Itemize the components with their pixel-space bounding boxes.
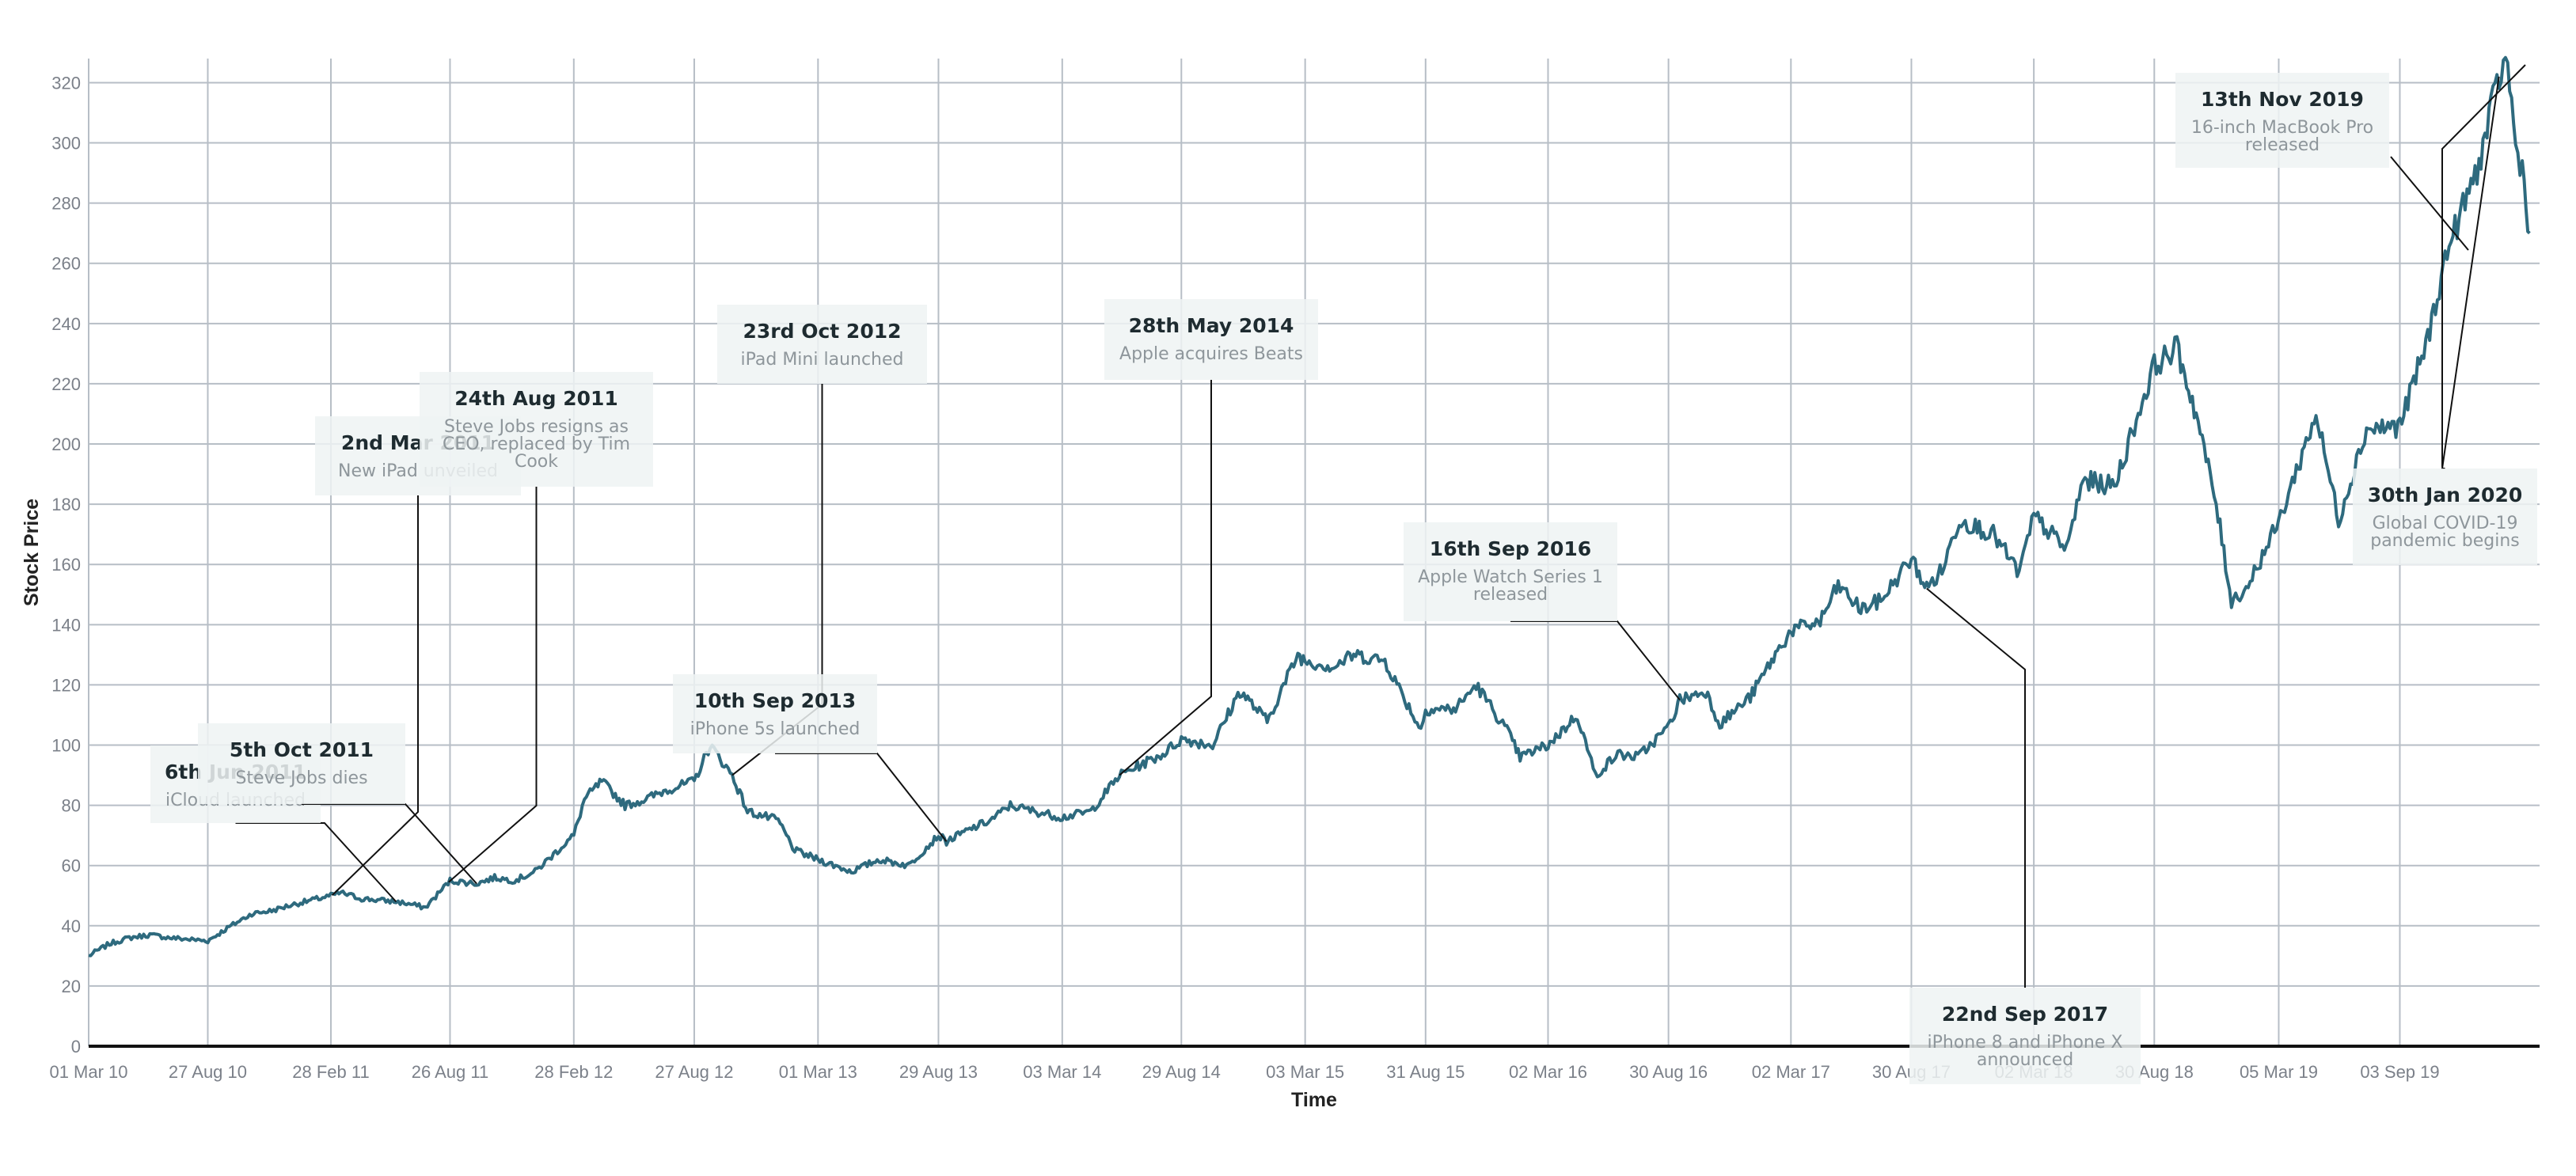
annotation-box <box>198 723 405 804</box>
annotation-2014-05-28: 28th May 2014 Apple acquires Beats <box>1104 299 1318 776</box>
annotation-label: Cook <box>515 452 558 472</box>
x-tick-label: 28 Feb 11 <box>292 1062 369 1082</box>
annotation-label: CEO, replaced by Tim <box>443 434 630 454</box>
x-tick-label: 29 Aug 13 <box>899 1062 978 1082</box>
x-tick-label: 27 Aug 12 <box>655 1062 733 1082</box>
y-tick-label: 200 <box>51 434 81 454</box>
annotation-connector <box>2441 76 2500 469</box>
annotation-connector <box>2390 64 2526 467</box>
x-tick-label: 05 Mar 19 <box>2240 1062 2318 1082</box>
annotation-2013-09-10: 10th Sep 2013 iPhone 5s launched <box>673 674 948 842</box>
annotation-connector <box>331 495 419 896</box>
annotation-title: 10th Sep 2013 <box>694 689 856 712</box>
y-tick-label: 280 <box>51 194 81 214</box>
y-axis-title: Stock Price <box>21 499 43 606</box>
annotation-label: Apple acquires Beats <box>1119 344 1303 364</box>
y-tick-label: 20 <box>62 977 81 996</box>
x-tick-label: 01 Mar 13 <box>779 1062 857 1082</box>
annotation-label: iPad Mini launched <box>741 350 904 370</box>
annotation-title: 28th May 2014 <box>1129 314 1294 337</box>
y-gridlines <box>89 82 2540 987</box>
y-tick-label: 60 <box>62 856 81 876</box>
annotation-connector <box>1119 380 1212 776</box>
y-tick-label: 100 <box>51 736 81 756</box>
x-tick-label: 03 Sep 19 <box>2360 1062 2439 1082</box>
annotation-connector <box>448 487 538 883</box>
annotation-box <box>717 305 927 384</box>
y-tick-label: 120 <box>51 675 81 695</box>
annotation-title: 13th Nov 2019 <box>2201 88 2364 111</box>
annotation-label: 16-inch MacBook Pro <box>2191 118 2373 138</box>
annotation-box <box>673 674 877 753</box>
y-tick-labels: 0 20 40 60 80 100 120 140 160 180 200 220 240 260 280 3… <box>51 73 81 1057</box>
y-tick-label: 260 <box>51 254 81 274</box>
annotation-label: iPhone 8 and iPhone X <box>1928 1033 2123 1053</box>
annotation-title: 24th Aug 2011 <box>454 387 618 410</box>
x-tick-label: 31 Aug 15 <box>1386 1062 1465 1082</box>
annotation-connector <box>775 753 948 842</box>
annotation-title: 16th Sep 2016 <box>1430 537 1591 560</box>
y-tick-label: 240 <box>51 314 81 334</box>
x-tick-label: 03 Mar 14 <box>1023 1062 1101 1082</box>
annotation-label: released <box>2245 135 2320 155</box>
annotation-box <box>2175 73 2389 168</box>
annotation-box <box>1909 988 2141 1084</box>
annotation-label: announced <box>1977 1050 2073 1070</box>
annotation-box <box>2353 469 2537 565</box>
y-tick-label: 180 <box>51 495 81 514</box>
x-axis-title: Time <box>1291 1089 1337 1111</box>
y-tick-label: 0 <box>71 1037 81 1057</box>
event-annotations: 6th Jun 2011iCloud launched5th Oct 2011S… <box>150 64 2537 1084</box>
annotation-box <box>1104 299 1318 380</box>
y-tick-label: 220 <box>51 374 81 394</box>
x-tick-label: 26 Aug 11 <box>412 1062 488 1082</box>
x-tick-label: 28 Feb 12 <box>534 1062 613 1082</box>
annotation-2016-09-16: 16th Sep 2016 Apple Watch Series 1release… <box>1404 522 1681 701</box>
annotation-label: iPhone 5s launched <box>690 719 861 739</box>
x-tick-label: 29 Aug 14 <box>1142 1062 1221 1082</box>
y-tick-label: 320 <box>51 73 81 93</box>
y-tick-label: 160 <box>51 555 81 575</box>
annotation-label: Steve Jobs resigns as <box>444 417 629 437</box>
annotation-label: Steve Jobs dies <box>235 768 367 788</box>
x-gridlines <box>88 59 2401 1046</box>
x-tick-label: 02 Mar 17 <box>1752 1062 1830 1082</box>
x-tick-label: 30 Aug 16 <box>1629 1062 1708 1082</box>
annotation-title: 23rd Oct 2012 <box>743 320 901 343</box>
annotation-connector <box>1926 587 2026 988</box>
y-tick-label: 80 <box>62 796 81 816</box>
annotation-title: 5th Oct 2011 <box>230 738 374 761</box>
y-tick-label: 140 <box>51 615 81 635</box>
x-tick-label: 03 Mar 15 <box>1266 1062 1344 1082</box>
x-tick-label: 27 Aug 10 <box>169 1062 247 1082</box>
x-tick-label: 02 Mar 16 <box>1509 1062 1587 1082</box>
annotation-label: Global COVID-19 <box>2373 514 2518 533</box>
y-tick-label: 300 <box>51 134 81 154</box>
y-tick-label: 40 <box>62 916 81 936</box>
annotation-box <box>1404 522 1617 621</box>
annotation-2017-09-22: 22nd Sep 2017 iPhone 8 and iPhone Xannoun… <box>1909 587 2141 1084</box>
annotation-connector <box>235 822 397 903</box>
price-series-line <box>88 55 2531 958</box>
annotation-box <box>420 372 653 487</box>
x-tick-label: 01 Mar 10 <box>49 1062 127 1082</box>
annotation-label: pandemic begins <box>2370 531 2520 551</box>
annotation-title: 22nd Sep 2017 <box>1942 1003 2108 1026</box>
annotation-title: 30th Jan 2020 <box>2368 484 2523 506</box>
annotation-connector <box>1510 620 1681 701</box>
annotation-2011-10-05: 5th Oct 2011 Steve Jobs dies <box>198 723 477 885</box>
annotation-label: released <box>1473 585 1548 605</box>
annotation-label: Apple Watch Series 1 <box>1418 567 1603 587</box>
